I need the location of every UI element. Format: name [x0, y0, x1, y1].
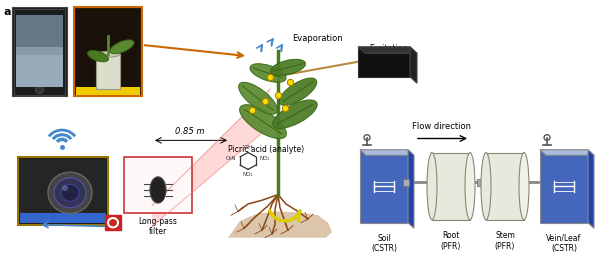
Ellipse shape	[427, 152, 437, 220]
Ellipse shape	[150, 177, 166, 203]
Text: Soil
(CSTR): Soil (CSTR)	[371, 234, 397, 253]
Text: OH: OH	[243, 145, 253, 150]
Ellipse shape	[465, 152, 475, 220]
Bar	[432, 152, 470, 220]
Bar	[20, 213, 106, 223]
Ellipse shape	[110, 40, 134, 54]
Polygon shape	[410, 47, 417, 83]
Text: a: a	[3, 7, 11, 18]
Bar	[477, 179, 483, 186]
Text: Evaporation: Evaporation	[292, 34, 343, 43]
Text: Stem
(PFR): Stem (PFR)	[495, 231, 515, 250]
Text: NO₂: NO₂	[243, 172, 253, 177]
Polygon shape	[228, 212, 332, 238]
Bar	[76, 9, 140, 94]
Bar	[486, 152, 524, 220]
Text: NO₂: NO₂	[260, 156, 271, 161]
Ellipse shape	[239, 105, 286, 139]
Polygon shape	[540, 150, 594, 155]
Polygon shape	[152, 89, 270, 227]
Ellipse shape	[88, 51, 109, 62]
Bar	[96, 54, 120, 89]
Ellipse shape	[519, 152, 529, 220]
Bar	[16, 15, 63, 47]
Bar	[16, 55, 63, 87]
Text: Vein/Leaf
(CSTR): Vein/Leaf (CSTR)	[547, 234, 581, 253]
Circle shape	[48, 172, 92, 213]
Bar	[540, 150, 588, 223]
Polygon shape	[358, 47, 417, 53]
Ellipse shape	[271, 59, 305, 75]
Polygon shape	[360, 150, 414, 155]
Bar	[12, 7, 67, 96]
Text: Flow direction: Flow direction	[413, 122, 472, 131]
Polygon shape	[408, 150, 414, 228]
Ellipse shape	[481, 152, 491, 220]
Text: O₂N: O₂N	[226, 156, 236, 161]
Bar	[20, 159, 106, 223]
Circle shape	[61, 184, 79, 201]
Bar	[18, 157, 108, 225]
Ellipse shape	[96, 52, 120, 57]
Ellipse shape	[273, 100, 317, 128]
Bar	[124, 157, 192, 213]
Bar	[360, 150, 408, 223]
Circle shape	[35, 86, 44, 93]
Bar	[105, 215, 121, 230]
Bar	[519, 179, 525, 186]
Text: Picric acid (analyte): Picric acid (analyte)	[228, 145, 304, 154]
Bar	[74, 7, 142, 96]
Text: Root
(PFR): Root (PFR)	[441, 231, 461, 250]
Circle shape	[62, 185, 68, 191]
Polygon shape	[588, 150, 594, 228]
Text: Long-pass
filter: Long-pass filter	[139, 217, 178, 236]
Ellipse shape	[239, 82, 277, 114]
Ellipse shape	[279, 78, 317, 105]
Bar	[358, 47, 410, 77]
Bar	[14, 9, 65, 94]
Bar	[16, 15, 63, 87]
Ellipse shape	[250, 64, 286, 82]
Text: Excitation
source: Excitation source	[369, 44, 407, 64]
Text: 0.85 m: 0.85 m	[175, 127, 205, 136]
Bar	[403, 179, 409, 186]
Bar	[76, 87, 140, 94]
Circle shape	[54, 178, 86, 208]
